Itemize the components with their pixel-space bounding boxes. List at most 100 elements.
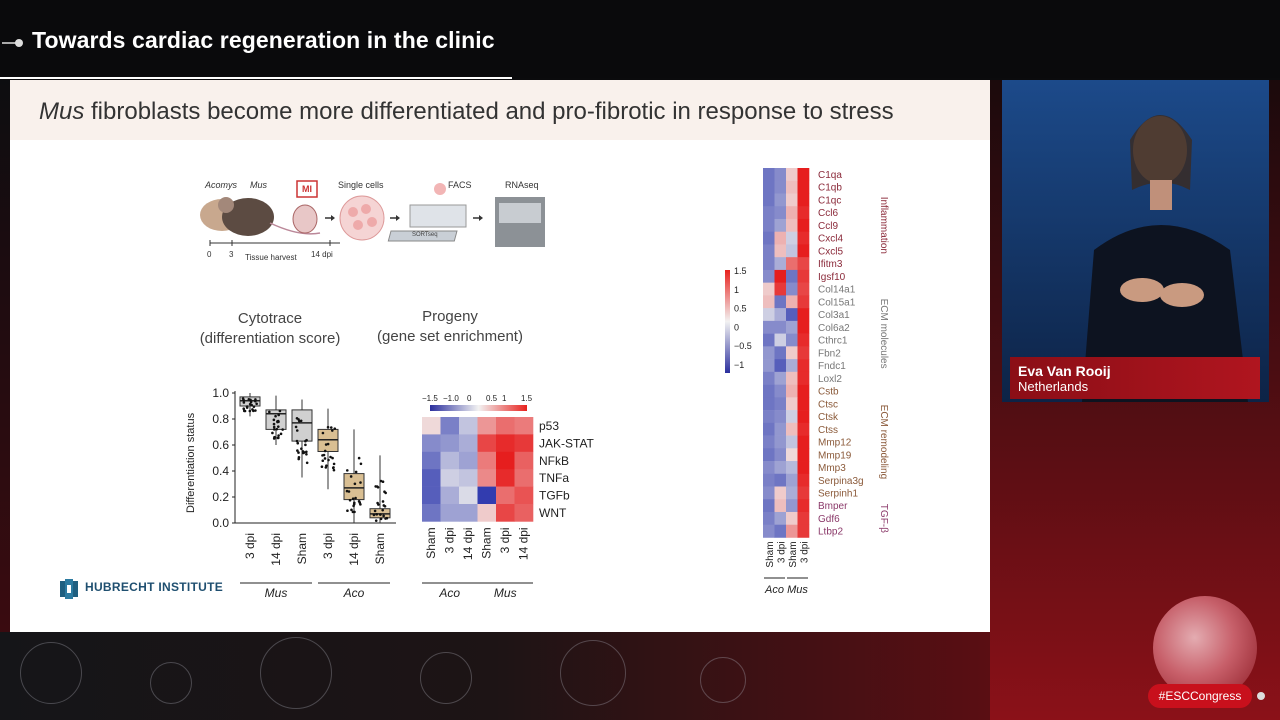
colorbar-tick-label: 1 (734, 285, 739, 295)
workflow-illustration (200, 180, 545, 247)
x-tick-label: 3 dpi (243, 533, 257, 559)
gene-label: Cxcl4 (818, 234, 843, 245)
colorbar-tick-label: 1 (502, 394, 507, 403)
column-label: Sham (765, 541, 776, 567)
heatmap-cell (774, 346, 787, 360)
data-point (248, 402, 252, 406)
heatmap-cell (763, 397, 775, 411)
heatmap-cell (786, 218, 798, 232)
data-point (384, 517, 387, 520)
data-point (254, 398, 257, 401)
row-group-label: ECM remodeling (878, 405, 889, 479)
data-point (277, 434, 280, 437)
data-point (276, 425, 280, 428)
gene-label: Cstb (818, 387, 839, 398)
data-point (275, 427, 279, 431)
stage-background-left (0, 80, 10, 632)
congress-globe-logo (1153, 596, 1257, 700)
data-point (242, 407, 246, 410)
heatmap-cell (763, 524, 775, 538)
heatmap-cell (786, 269, 798, 283)
heatmap-cell (774, 499, 787, 513)
workflow-schematic: Acomys Mus MI Single cells FACS RNAseq S… (190, 175, 550, 265)
gene-label: Ctsc (818, 399, 838, 410)
heatmap-cell (459, 451, 478, 470)
progeny-title: Progeny (422, 308, 478, 325)
heatmap-cell (774, 422, 787, 436)
heatmap-cell (459, 469, 478, 487)
heatmap-cell (459, 504, 478, 522)
heatmap-cell (763, 461, 775, 475)
colorbar-tick-label: 1.5 (734, 266, 747, 276)
timeline-3-label: 3 (229, 250, 234, 259)
heatmap-cell (797, 524, 810, 538)
gene-label: C1qb (818, 183, 842, 194)
data-point (249, 400, 253, 404)
heatmap-cell (477, 469, 497, 487)
single-cells-label: Single cells (338, 180, 384, 190)
data-point (321, 459, 325, 463)
heatmap-cell (763, 308, 775, 322)
data-point (297, 451, 300, 454)
column-label: 3 dpi (777, 541, 788, 563)
rnaseq-label: RNAseq (505, 180, 539, 190)
data-point (295, 439, 299, 443)
heatmap-cell (514, 451, 534, 470)
data-point (278, 409, 282, 413)
heatmap-cell (514, 486, 534, 505)
heatmap-cell (514, 417, 534, 435)
colorbar-tick-label: −0.5 (734, 341, 752, 351)
pathway-label: p53 (539, 419, 559, 433)
row-group-label: ECM molecules (878, 299, 889, 369)
heatmap-cell (774, 257, 787, 271)
heatmap-cell (786, 371, 798, 385)
data-point (325, 464, 328, 467)
data-point (345, 489, 349, 493)
heatmap-cell (763, 231, 775, 245)
data-point (359, 503, 362, 506)
data-point (305, 450, 308, 454)
heatmap-cell (797, 410, 810, 424)
heatmap-cell (797, 257, 810, 271)
heatmap-cell (763, 218, 775, 232)
data-point (248, 409, 252, 413)
data-point (351, 497, 355, 501)
data-point (242, 409, 246, 413)
colorbar-tick-label: −1 (734, 360, 744, 370)
heatmap-cell (797, 244, 810, 258)
heatmap-cell (786, 511, 798, 526)
data-point (357, 499, 361, 503)
speaker-name: Eva Van Rooij (1018, 363, 1111, 379)
pathway-label: NFkB (539, 454, 569, 468)
heatmap-cell (774, 397, 787, 411)
heatmap-cell (786, 193, 798, 207)
data-point (305, 461, 309, 465)
heatmap-cell (763, 295, 775, 309)
heatmap-cell (496, 469, 515, 487)
heatmap-cell (763, 359, 775, 373)
heatmap-cell (459, 434, 478, 453)
x-tick-label: 14 dpi (269, 533, 283, 566)
heatmap-cell (774, 282, 787, 296)
heatmap-cell (786, 473, 798, 487)
hubrecht-logo: HUBRECHT INSTITUTE (58, 577, 223, 599)
title-bar-dash (2, 42, 18, 44)
data-point (379, 513, 382, 516)
colorbar-tick-label: −1.5 (422, 394, 438, 403)
data-point (332, 468, 336, 472)
heatmap-cell (514, 504, 534, 522)
heatmap-cell (786, 231, 798, 245)
data-point (345, 469, 349, 472)
gene-label: Serpina3g (818, 476, 864, 487)
data-point (295, 429, 299, 432)
heatmap-cell (797, 371, 810, 385)
heatmap-cell (763, 346, 775, 360)
data-point (376, 501, 379, 505)
heatmap-cell (774, 410, 787, 424)
molecule-decoration (420, 652, 472, 704)
heatmap-cell (797, 180, 810, 194)
molecule-decoration (700, 657, 746, 703)
y-tick-label: 1.0 (212, 386, 229, 400)
data-point (296, 449, 299, 452)
heatmap-cell (496, 417, 515, 435)
